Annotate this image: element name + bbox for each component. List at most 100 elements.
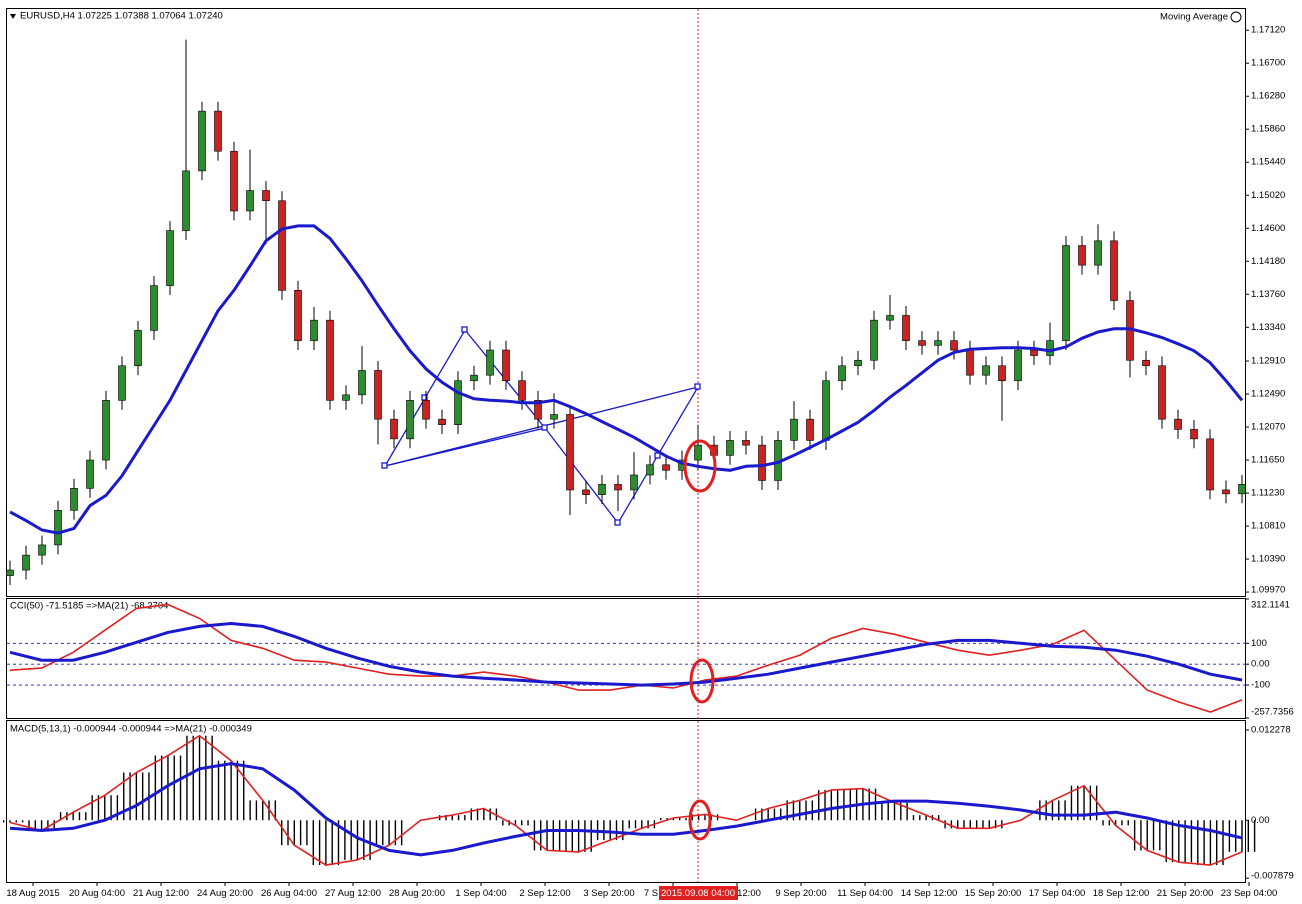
pattern-handle[interactable]: [461, 326, 468, 333]
y-tick-label: 0.00: [1251, 815, 1270, 826]
candle-body: [438, 418, 446, 425]
candle-body: [422, 400, 430, 420]
y-tick-label: 1.12070: [1251, 422, 1285, 433]
candle-body: [950, 340, 958, 351]
candle-body: [486, 349, 494, 376]
pattern-handle[interactable]: [654, 452, 661, 459]
y-tick-label: 1.16700: [1251, 58, 1285, 69]
candle-body: [758, 444, 766, 481]
candle-body: [1046, 340, 1054, 356]
x-tick-label: 3 Sep 20:00: [583, 888, 634, 899]
candle-body: [214, 110, 222, 152]
y-tick-label: 1.15020: [1251, 190, 1285, 201]
y-tick-label: -257.7356: [1251, 707, 1294, 718]
candle-body: [886, 315, 894, 321]
candle-body: [694, 444, 702, 461]
candle-body: [502, 349, 510, 381]
candle-body: [614, 484, 622, 491]
x-tick-label: 1 Sep 04:00: [455, 888, 506, 899]
y-tick-label: 1.14180: [1251, 256, 1285, 267]
pattern-handle[interactable]: [421, 394, 428, 401]
y-tick-label: 1.12910: [1251, 356, 1285, 367]
pattern-handle[interactable]: [541, 424, 548, 431]
candle-body: [374, 370, 382, 420]
x-tick-label: 28 Aug 20:00: [389, 888, 445, 899]
candle-body: [1142, 359, 1150, 367]
pattern-handle[interactable]: [381, 462, 388, 469]
cursor-label-box: [659, 886, 738, 900]
candle-body: [310, 319, 318, 341]
candle-body: [54, 510, 62, 546]
y-tick-label: -0.007879: [1251, 871, 1294, 882]
candle-body: [70, 488, 78, 511]
candle-body: [662, 464, 670, 471]
y-tick-label: 1.09970: [1251, 585, 1285, 596]
candle-body: [518, 380, 526, 401]
candle-body: [982, 365, 990, 376]
highlight-ellipses: [683, 439, 717, 841]
candle-body: [182, 170, 190, 231]
highlight: [688, 799, 712, 841]
candle-body: [854, 359, 862, 367]
candle-body: [822, 380, 830, 441]
candle-body: [630, 474, 638, 491]
candle-body: [406, 400, 414, 440]
candle-body: [198, 110, 206, 172]
candle-body: [1174, 418, 1182, 430]
y-tick-label: 0.012278: [1251, 724, 1291, 735]
pattern-handle[interactable]: [614, 519, 621, 526]
y-tick-label: 0.00: [1251, 659, 1270, 670]
candle-body: [998, 365, 1006, 381]
highlight: [689, 658, 715, 704]
candle-body: [278, 200, 286, 291]
candle-body: [1190, 429, 1198, 440]
x-tick-label: 14 Sep 12:00: [901, 888, 958, 899]
candle-body: [1014, 349, 1022, 381]
candle-body: [566, 414, 574, 491]
x-tick-label: 7 S: [644, 888, 658, 899]
y-tick-label: 1.11230: [1251, 488, 1285, 499]
x-tick-label: 17 Sep 04:00: [1029, 888, 1086, 899]
candle-body: [1110, 240, 1118, 301]
candle-body: [838, 365, 846, 381]
candle-body: [150, 285, 158, 331]
pattern-handle[interactable]: [694, 383, 701, 390]
pattern-lines: [384, 328, 700, 525]
y-tick-label: 1.12490: [1251, 389, 1285, 400]
candle-body: [454, 380, 462, 425]
y-tick-label: 1.10810: [1251, 521, 1285, 532]
x-tick-label: 12:00: [737, 888, 761, 899]
candle-body: [918, 340, 926, 346]
y-tick-label: 1.15860: [1251, 124, 1285, 135]
candle-body: [902, 315, 910, 341]
x-tick-label: 18 Aug 2015: [6, 888, 59, 899]
candle-body: [742, 440, 750, 446]
candle-body: [1238, 484, 1246, 495]
signal-line: [9, 762, 1243, 857]
candle-body: [102, 400, 110, 461]
candle-body: [550, 414, 558, 420]
x-tick-label: 21 Sep 20:00: [1157, 888, 1214, 899]
candle-body: [294, 290, 302, 341]
cci-panel: [6, 598, 1246, 719]
x-tick-label: 18 Sep 12:00: [1093, 888, 1150, 899]
candle-body: [582, 489, 590, 495]
candle-body: [534, 400, 542, 420]
candle-body: [118, 365, 126, 401]
y-tick-label: 1.13760: [1251, 289, 1285, 300]
candle-body: [1078, 245, 1086, 266]
indicator-label[interactable]: Moving Average: [1160, 12, 1228, 23]
x-tick-label: 2 Sep 12:00: [519, 888, 570, 899]
indicator-icon[interactable]: [1230, 11, 1242, 23]
candle-body: [726, 440, 734, 456]
highlight: [683, 439, 717, 493]
cursor-label: 2015.09.08 04:00: [661, 888, 735, 899]
x-tick-label: 23 Sep 04:00: [1221, 888, 1278, 899]
candle-body: [646, 464, 654, 476]
y-tick-label: 1.16280: [1251, 91, 1285, 102]
candle-body: [6, 569, 14, 576]
candle-body: [1094, 240, 1102, 266]
x-tick-label: 27 Aug 12:00: [325, 888, 381, 899]
